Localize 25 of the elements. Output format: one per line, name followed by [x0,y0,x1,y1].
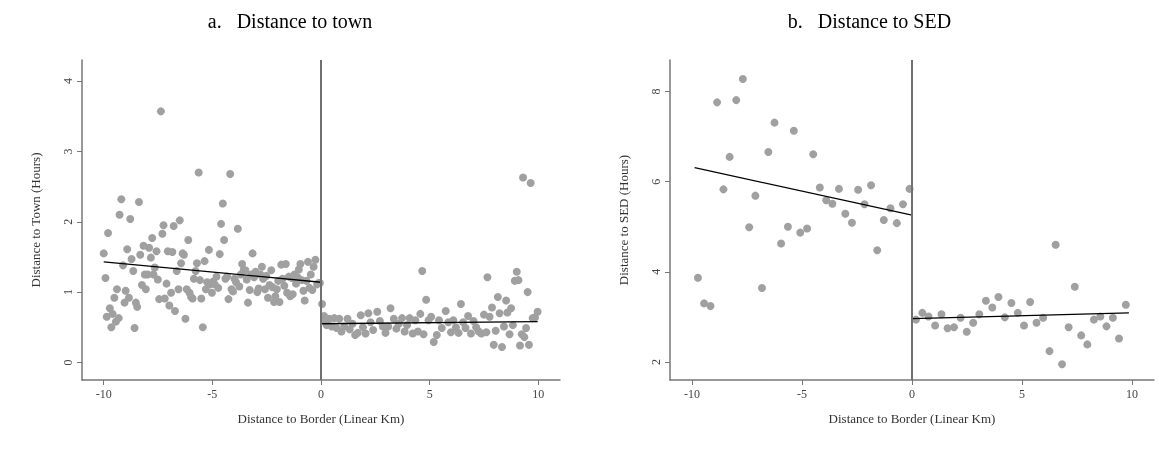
x-tick-label: -10 [684,387,700,401]
y-tick-label: 0 [61,359,75,366]
y-tick-label: 3 [61,148,75,155]
x-tick-label: 0 [909,387,915,401]
x-tick-label: 10 [532,387,545,401]
y-tick-label: 2 [61,218,75,225]
y-tick-label: 6 [649,178,663,185]
y-tick-label: 8 [649,88,663,95]
y-tick-label: 4 [649,268,663,275]
chart-title: b. Distance to SED [787,10,952,32]
y-tick-label: 1 [61,289,75,296]
x-tick-label: -5 [797,387,807,401]
chart-title: a. Distance to town [207,10,373,32]
x-tick-label: -5 [207,387,218,401]
x-tick-label: 5 [426,387,433,401]
x-axis-title: Distance to Border (Linear Km) [237,411,405,426]
y-axis-title: Distance to Town (Hours) [28,152,43,288]
x-tick-label: 10 [1126,387,1138,401]
x-axis-title: Distance to Border (Linear Km) [828,411,996,426]
y-tick-label: 4 [61,78,75,85]
x-tick-label: 5 [1019,387,1025,401]
x-tick-label: 0 [318,387,324,401]
y-axis-title: Distance to SED (Hours) [616,154,631,286]
y-tick-label: 2 [649,358,663,365]
x-tick-label: -10 [95,387,112,401]
